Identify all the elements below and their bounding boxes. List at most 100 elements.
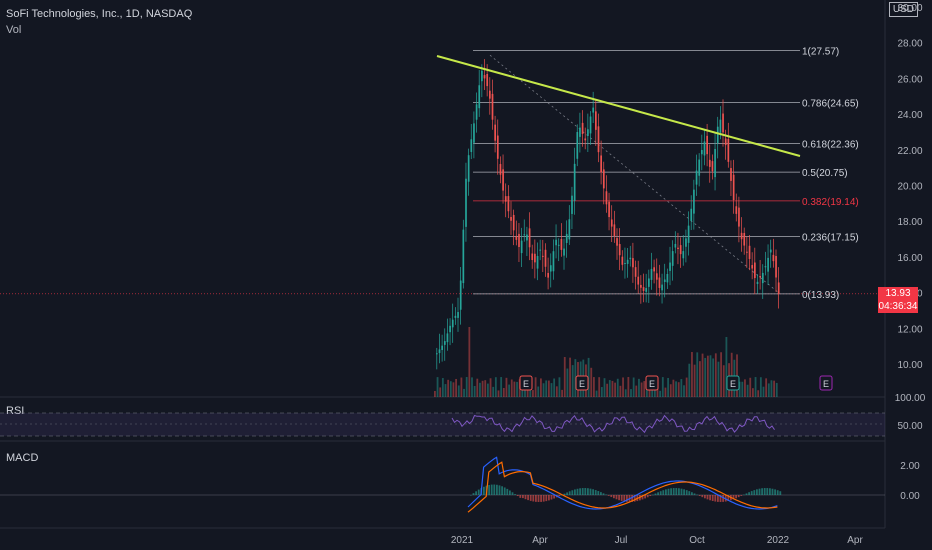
macd-histogram-bar [722, 495, 724, 502]
macd-histogram-bar [657, 492, 659, 495]
candle-body [494, 124, 496, 141]
candle-body [565, 233, 568, 243]
candle-body [695, 170, 698, 185]
macd-histogram-bar [724, 495, 727, 502]
macd-histogram-bar [615, 495, 618, 500]
fib-level-label: 0.618(22.36) [802, 139, 859, 150]
candle-body [777, 282, 780, 294]
candle-body [671, 251, 674, 266]
time-tick-label: 2022 [767, 535, 790, 546]
macd-histogram-bar [584, 488, 587, 495]
candle-body [459, 280, 462, 310]
macd-histogram-bar [503, 487, 506, 495]
macd-histogram-bar [714, 495, 717, 502]
volume-bar [558, 377, 561, 397]
volume-bar [457, 385, 460, 397]
macd-histogram-bar [766, 488, 769, 495]
candle-body [449, 325, 451, 333]
volume-bar [476, 378, 479, 397]
candle-body [727, 138, 730, 162]
volume-bar [717, 361, 720, 397]
volume-bar [706, 355, 709, 397]
candle-body [470, 139, 473, 152]
candle-body [592, 107, 595, 113]
candle-body [451, 319, 454, 328]
macd-histogram-bar [769, 488, 771, 495]
candle-body [642, 287, 645, 291]
fib-level-label: 0.236(17.15) [802, 232, 859, 243]
volume-bar [775, 382, 778, 397]
candle-body [701, 150, 703, 155]
volume-bar [752, 388, 754, 397]
macd-histogram-bar [589, 488, 592, 495]
macd-histogram-bar [779, 491, 782, 495]
volume-bar [741, 381, 744, 397]
macd-histogram-bar [631, 495, 633, 502]
candle-body [666, 274, 669, 283]
candle-body [740, 232, 743, 240]
volume-bar [449, 381, 452, 397]
volume-legend[interactable]: Vol [6, 24, 22, 36]
candle-body [669, 262, 671, 271]
currency-button[interactable]: USD [888, 2, 918, 17]
macd-histogram-bar [522, 495, 524, 499]
macd-histogram-bar [571, 490, 574, 495]
candle-body [693, 189, 695, 214]
volume-bar [500, 377, 503, 397]
candle-body [542, 255, 544, 257]
macd-histogram-bar [587, 488, 589, 495]
volume-bar [773, 380, 775, 397]
symbol-title[interactable]: SoFi Technologies, Inc., 1D, NASDAQ [6, 8, 193, 20]
candle-body [489, 90, 491, 99]
macd-label[interactable]: MACD [6, 452, 39, 464]
volume-bar [669, 384, 672, 397]
macd-histogram-bar [597, 491, 600, 495]
macd-histogram-bar [535, 495, 537, 502]
candle-body [536, 256, 539, 269]
volume-bar [699, 361, 701, 397]
candle-body [491, 93, 494, 120]
volume-bar [463, 388, 465, 397]
earnings-marker-label: E [649, 379, 655, 389]
rsi-label[interactable]: RSI [6, 405, 25, 417]
candle-body [573, 163, 576, 201]
candle-body [499, 164, 502, 175]
earnings-marker [645, 375, 659, 391]
macd-histogram-bar [675, 488, 678, 495]
candle-body [637, 276, 640, 285]
time-tick-label: Oct [689, 535, 705, 546]
candle-body [555, 239, 557, 246]
volume-bar [720, 352, 722, 397]
volume-bar [484, 380, 487, 397]
volume-bar [534, 377, 537, 397]
volume-bar [595, 390, 598, 397]
candle-body [454, 315, 457, 318]
candle-body [629, 257, 632, 260]
macd-histogram-bar [626, 495, 628, 502]
candle-body [743, 232, 746, 246]
volume-bar [516, 381, 518, 397]
macd-histogram-bar [545, 495, 548, 502]
candle-body [616, 238, 618, 246]
macd-histogram-bar [488, 485, 490, 495]
volume-bar [479, 382, 481, 397]
candle-body [764, 266, 767, 268]
earnings-marker-label: E [823, 379, 829, 389]
macd-histogram-bar [761, 488, 763, 495]
volume-bar [497, 390, 500, 397]
macd-histogram-bar [613, 495, 615, 499]
candle-body [655, 273, 658, 280]
macd-histogram-bar [753, 490, 756, 495]
candle-body [483, 75, 486, 79]
macd-histogram-bar [576, 488, 579, 495]
volume-bar [593, 377, 595, 397]
candle-body [534, 253, 536, 263]
volume-bar [608, 380, 611, 397]
macd-histogram-bar [490, 484, 493, 495]
candle-body [719, 119, 722, 133]
macd-histogram-bar [594, 490, 597, 495]
volume-bar [502, 387, 505, 397]
volume-bar [553, 378, 556, 397]
time-tick-label: Jul [615, 535, 628, 546]
